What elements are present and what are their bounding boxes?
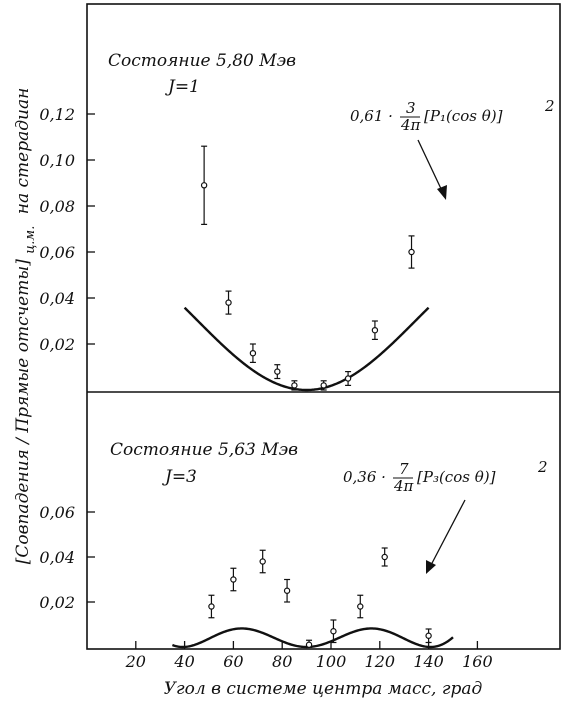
top-fit-curve: [183, 306, 430, 392]
point-marker: [259, 558, 266, 565]
data-point: [291, 380, 298, 391]
point-marker: [274, 368, 281, 375]
bottom-formula-coef: 0,36 ·: [343, 468, 386, 486]
data-point: [230, 567, 237, 592]
x-tick-label: 60: [223, 652, 243, 671]
plot-frame: [86, 3, 561, 650]
bottom-y-ticks: 0,02 0,04 0,06: [39, 503, 95, 612]
point-marker: [344, 375, 352, 382]
point-marker: [200, 182, 208, 189]
x-tick-label: 20: [125, 652, 146, 671]
top-formula-den: 4π: [400, 116, 422, 134]
point-marker: [381, 553, 388, 561]
bottom-formula-den: 4π: [393, 477, 415, 495]
bottom-state-label: Состояние 5,63 Мэв: [110, 440, 298, 460]
top-formula-arrow: [417, 139, 444, 194]
top-arrow-head: [437, 185, 447, 200]
x-ticks: 20 40 60 80 100 120 140 160: [125, 641, 493, 671]
data-point: [200, 145, 208, 225]
bottom-formula-arrow: [429, 499, 466, 568]
point-marker: [249, 350, 257, 357]
bottom-fit-curve: [171, 627, 454, 649]
y-axis-label-subscript: ц.м.: [23, 226, 38, 254]
fit-curve-line: [171, 627, 454, 649]
x-tick-label: 140: [413, 652, 444, 671]
data-point: [425, 628, 432, 644]
fit-curve-line: [183, 306, 430, 392]
x-tick-label: 80: [272, 652, 292, 671]
x-tick-label: 160: [462, 652, 493, 671]
top-formula-body: [P₁(cos θ)]: [424, 107, 503, 125]
top-state-label: Состояние 5,80 Мэв: [108, 51, 296, 71]
data-point: [274, 364, 281, 380]
point-marker: [408, 248, 415, 256]
bottom-formula-body: [P₃(cos θ)]: [417, 468, 496, 486]
y-tick-label: 0,06: [39, 503, 75, 522]
data-point: [320, 380, 327, 391]
bottom-formula: 0,36 · 7 4π [P₃(cos θ)] 2: [343, 458, 548, 495]
bottom-data-points: [208, 547, 432, 648]
point-marker: [291, 382, 298, 389]
y-tick-label: 0,10: [39, 151, 75, 170]
data-point: [408, 235, 415, 269]
x-tick-label: 100: [316, 652, 347, 671]
top-formula-exp: 2: [544, 97, 555, 115]
y-tick-label: 0,02: [39, 335, 75, 354]
top-data-points: [200, 145, 415, 391]
top-formula: 0,61 · 3 4π [P₁(cos θ)] 2: [350, 97, 555, 134]
y-tick-label: 0,04: [39, 289, 75, 308]
point-marker: [357, 603, 364, 610]
data-point: [208, 594, 215, 619]
data-point: [371, 320, 379, 340]
point-marker: [283, 587, 291, 594]
data-point: [357, 594, 364, 619]
data-point: [305, 639, 313, 648]
data-point: [225, 290, 232, 315]
point-marker: [371, 327, 379, 334]
top-formula-coef: 0,61 ·: [350, 107, 393, 125]
y-tick-label: 0,02: [39, 593, 75, 612]
data-point: [249, 343, 257, 363]
y-tick-label: 0,04: [39, 548, 75, 567]
point-marker: [425, 632, 432, 639]
bottom-formula-exp: 2: [537, 458, 548, 476]
top-formula-num: 3: [406, 99, 416, 117]
data-point: [283, 578, 291, 603]
top-j-label: J=1: [165, 77, 200, 97]
data-point: [259, 549, 266, 574]
point-marker: [330, 628, 337, 635]
svg-text:[Совпадения / Прямые отсчеты]: [Совпадения / Прямые отсчеты] ц.м. на ст…: [13, 88, 39, 565]
bottom-formula-num: 7: [399, 460, 409, 478]
data-point: [344, 371, 352, 386]
x-axis-label: Угол в системе центра масс, град: [164, 679, 483, 699]
bottom-j-label: J=3: [162, 467, 197, 487]
y-axis-label-suffix: на стерадиан: [13, 88, 33, 215]
point-marker: [320, 382, 327, 389]
x-tick-label: 40: [173, 652, 194, 671]
bottom-arrow-head: [426, 560, 436, 574]
top-y-ticks: 0,02 0,04 0,06 0,08 0,10 0,12: [39, 105, 95, 354]
y-tick-label: 0,08: [39, 197, 75, 216]
y-tick-label: 0,12: [39, 105, 75, 124]
y-axis-label: [Совпадения / Прямые отсчеты] ц.м. на ст…: [13, 88, 39, 565]
point-marker: [305, 641, 313, 648]
point-marker: [225, 299, 232, 306]
y-axis-label-main: [Совпадения / Прямые отсчеты]: [13, 259, 33, 564]
point-marker: [208, 603, 215, 610]
y-tick-label: 0,06: [39, 243, 75, 262]
x-tick-label: 120: [365, 652, 396, 671]
data-point: [381, 547, 388, 567]
data-point: [330, 619, 337, 644]
point-marker: [230, 576, 237, 583]
